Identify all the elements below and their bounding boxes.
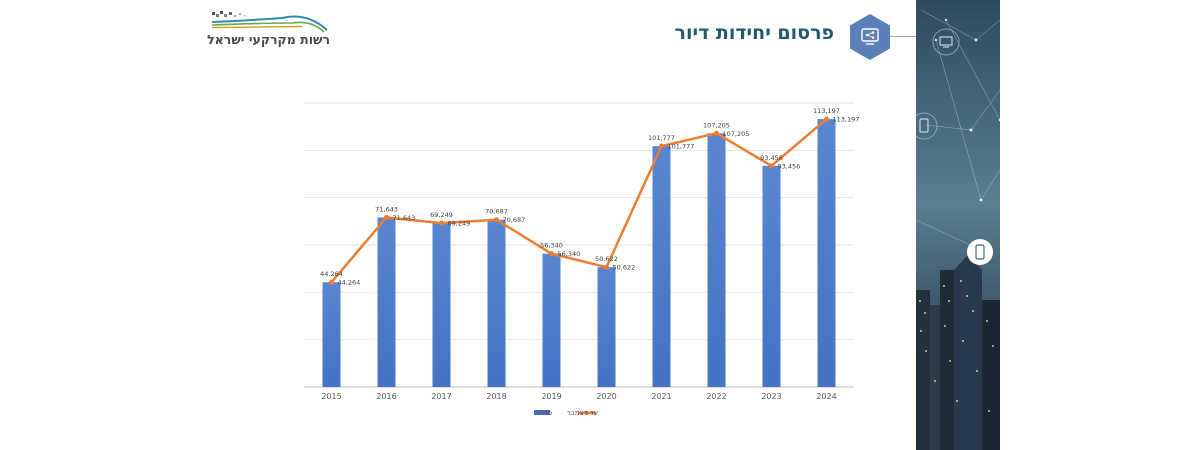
computer-icon xyxy=(932,28,960,56)
x-tick-label: 2019 xyxy=(541,392,561,401)
bar-data-label: 50,622 xyxy=(595,255,618,263)
bar-data-label: 69,249 xyxy=(430,211,453,219)
bar-2015 xyxy=(322,282,341,387)
bar-series xyxy=(322,119,836,387)
legend-label-bar: סה"כ xyxy=(536,409,552,417)
bar-2017 xyxy=(432,223,451,387)
line-point-2020 xyxy=(604,264,609,270)
line-point-2024 xyxy=(824,116,829,122)
chart: 44,264 71,643 69,249 70,687 56,340 50,622 101,… xyxy=(304,102,859,417)
bar-data-label: 56,340 xyxy=(540,242,563,250)
slide: רשות מקרקעי ישראל פרסום יחידות דיור xyxy=(200,0,1000,450)
chart-gridlines xyxy=(304,102,854,341)
bar-2024 xyxy=(817,119,836,387)
bar-data-label: 113,197 xyxy=(813,107,840,115)
page-title: פרסום יחידות דיור xyxy=(674,22,834,44)
line-data-label: 107,205 xyxy=(723,130,750,138)
bar-2021 xyxy=(652,146,671,387)
line-data-label: 113,197 xyxy=(833,116,860,124)
line-data-label: 69,249 xyxy=(448,220,471,228)
line-point-2016 xyxy=(384,214,389,220)
x-tick-label: 2015 xyxy=(321,392,341,401)
bar-data-label: 93,456 xyxy=(760,154,783,162)
legend-swatch-bar xyxy=(534,410,550,415)
bar-data-label: 107,205 xyxy=(703,121,730,129)
bar-data-label: 44,264 xyxy=(320,270,343,278)
line-point-2021 xyxy=(659,143,664,149)
line-point-2018 xyxy=(494,217,499,223)
bar-2023 xyxy=(762,165,781,387)
line-data-label: 71,643 xyxy=(393,214,416,222)
bar-2022 xyxy=(707,133,726,387)
title-connector-line xyxy=(890,36,918,37)
x-tick-label: 2017 xyxy=(431,392,451,401)
line-series xyxy=(329,116,829,285)
line-path xyxy=(330,118,828,284)
bar-2019 xyxy=(542,253,561,387)
x-tick-label: 2023 xyxy=(761,392,781,401)
line-data-label: 93,456 xyxy=(778,162,801,170)
legend: סה"כ עד דצמבר xyxy=(534,409,598,417)
share-icon xyxy=(850,14,890,60)
line-point-2023 xyxy=(769,163,774,169)
line-point-2019 xyxy=(549,251,554,257)
logo-graphic xyxy=(212,11,328,33)
x-tick-label: 2020 xyxy=(596,392,616,401)
logo-text: רשות מקרקעי ישראל xyxy=(207,32,330,47)
line-data-label: 70,687 xyxy=(503,216,526,224)
x-tick-label: 2024 xyxy=(816,392,836,401)
line-data-label: 50,622 xyxy=(613,264,636,272)
bar-2016 xyxy=(377,217,396,387)
line-data-label: 44,264 xyxy=(338,279,361,287)
data-labels: 44,264 71,643 69,249 70,687 56,340 50,622 101,… xyxy=(320,107,859,287)
legend-item-bar: סה"כ xyxy=(534,409,552,417)
line-point-2022 xyxy=(714,130,719,136)
legend-label-line: עד דצמבר xyxy=(567,409,598,417)
phone-icon xyxy=(967,239,993,265)
bar-data-label: 71,643 xyxy=(375,205,398,213)
line-point-2015 xyxy=(329,279,334,285)
legend-item-line: עד דצמבר xyxy=(567,409,598,417)
line-data-label: 101,777 xyxy=(668,143,695,151)
x-tick-label: 2021 xyxy=(651,392,671,401)
line-point-2017 xyxy=(439,220,444,226)
x-tick-label: 2018 xyxy=(486,392,506,401)
x-tick-label: 2016 xyxy=(376,392,396,401)
bar-2020 xyxy=(597,267,616,387)
bar-data-label: 101,777 xyxy=(648,134,675,142)
line-data-label: 56,340 xyxy=(558,250,581,258)
x-axis-ticks: 2015 2016 2017 2018 2019 2020 2021 2022 2023 2024 xyxy=(321,392,836,401)
bar-data-label: 70,687 xyxy=(485,208,508,216)
x-tick-label: 2022 xyxy=(706,392,726,401)
tablet-icon xyxy=(916,112,938,140)
city-network-image xyxy=(916,0,1000,450)
bar-2018 xyxy=(487,219,506,387)
